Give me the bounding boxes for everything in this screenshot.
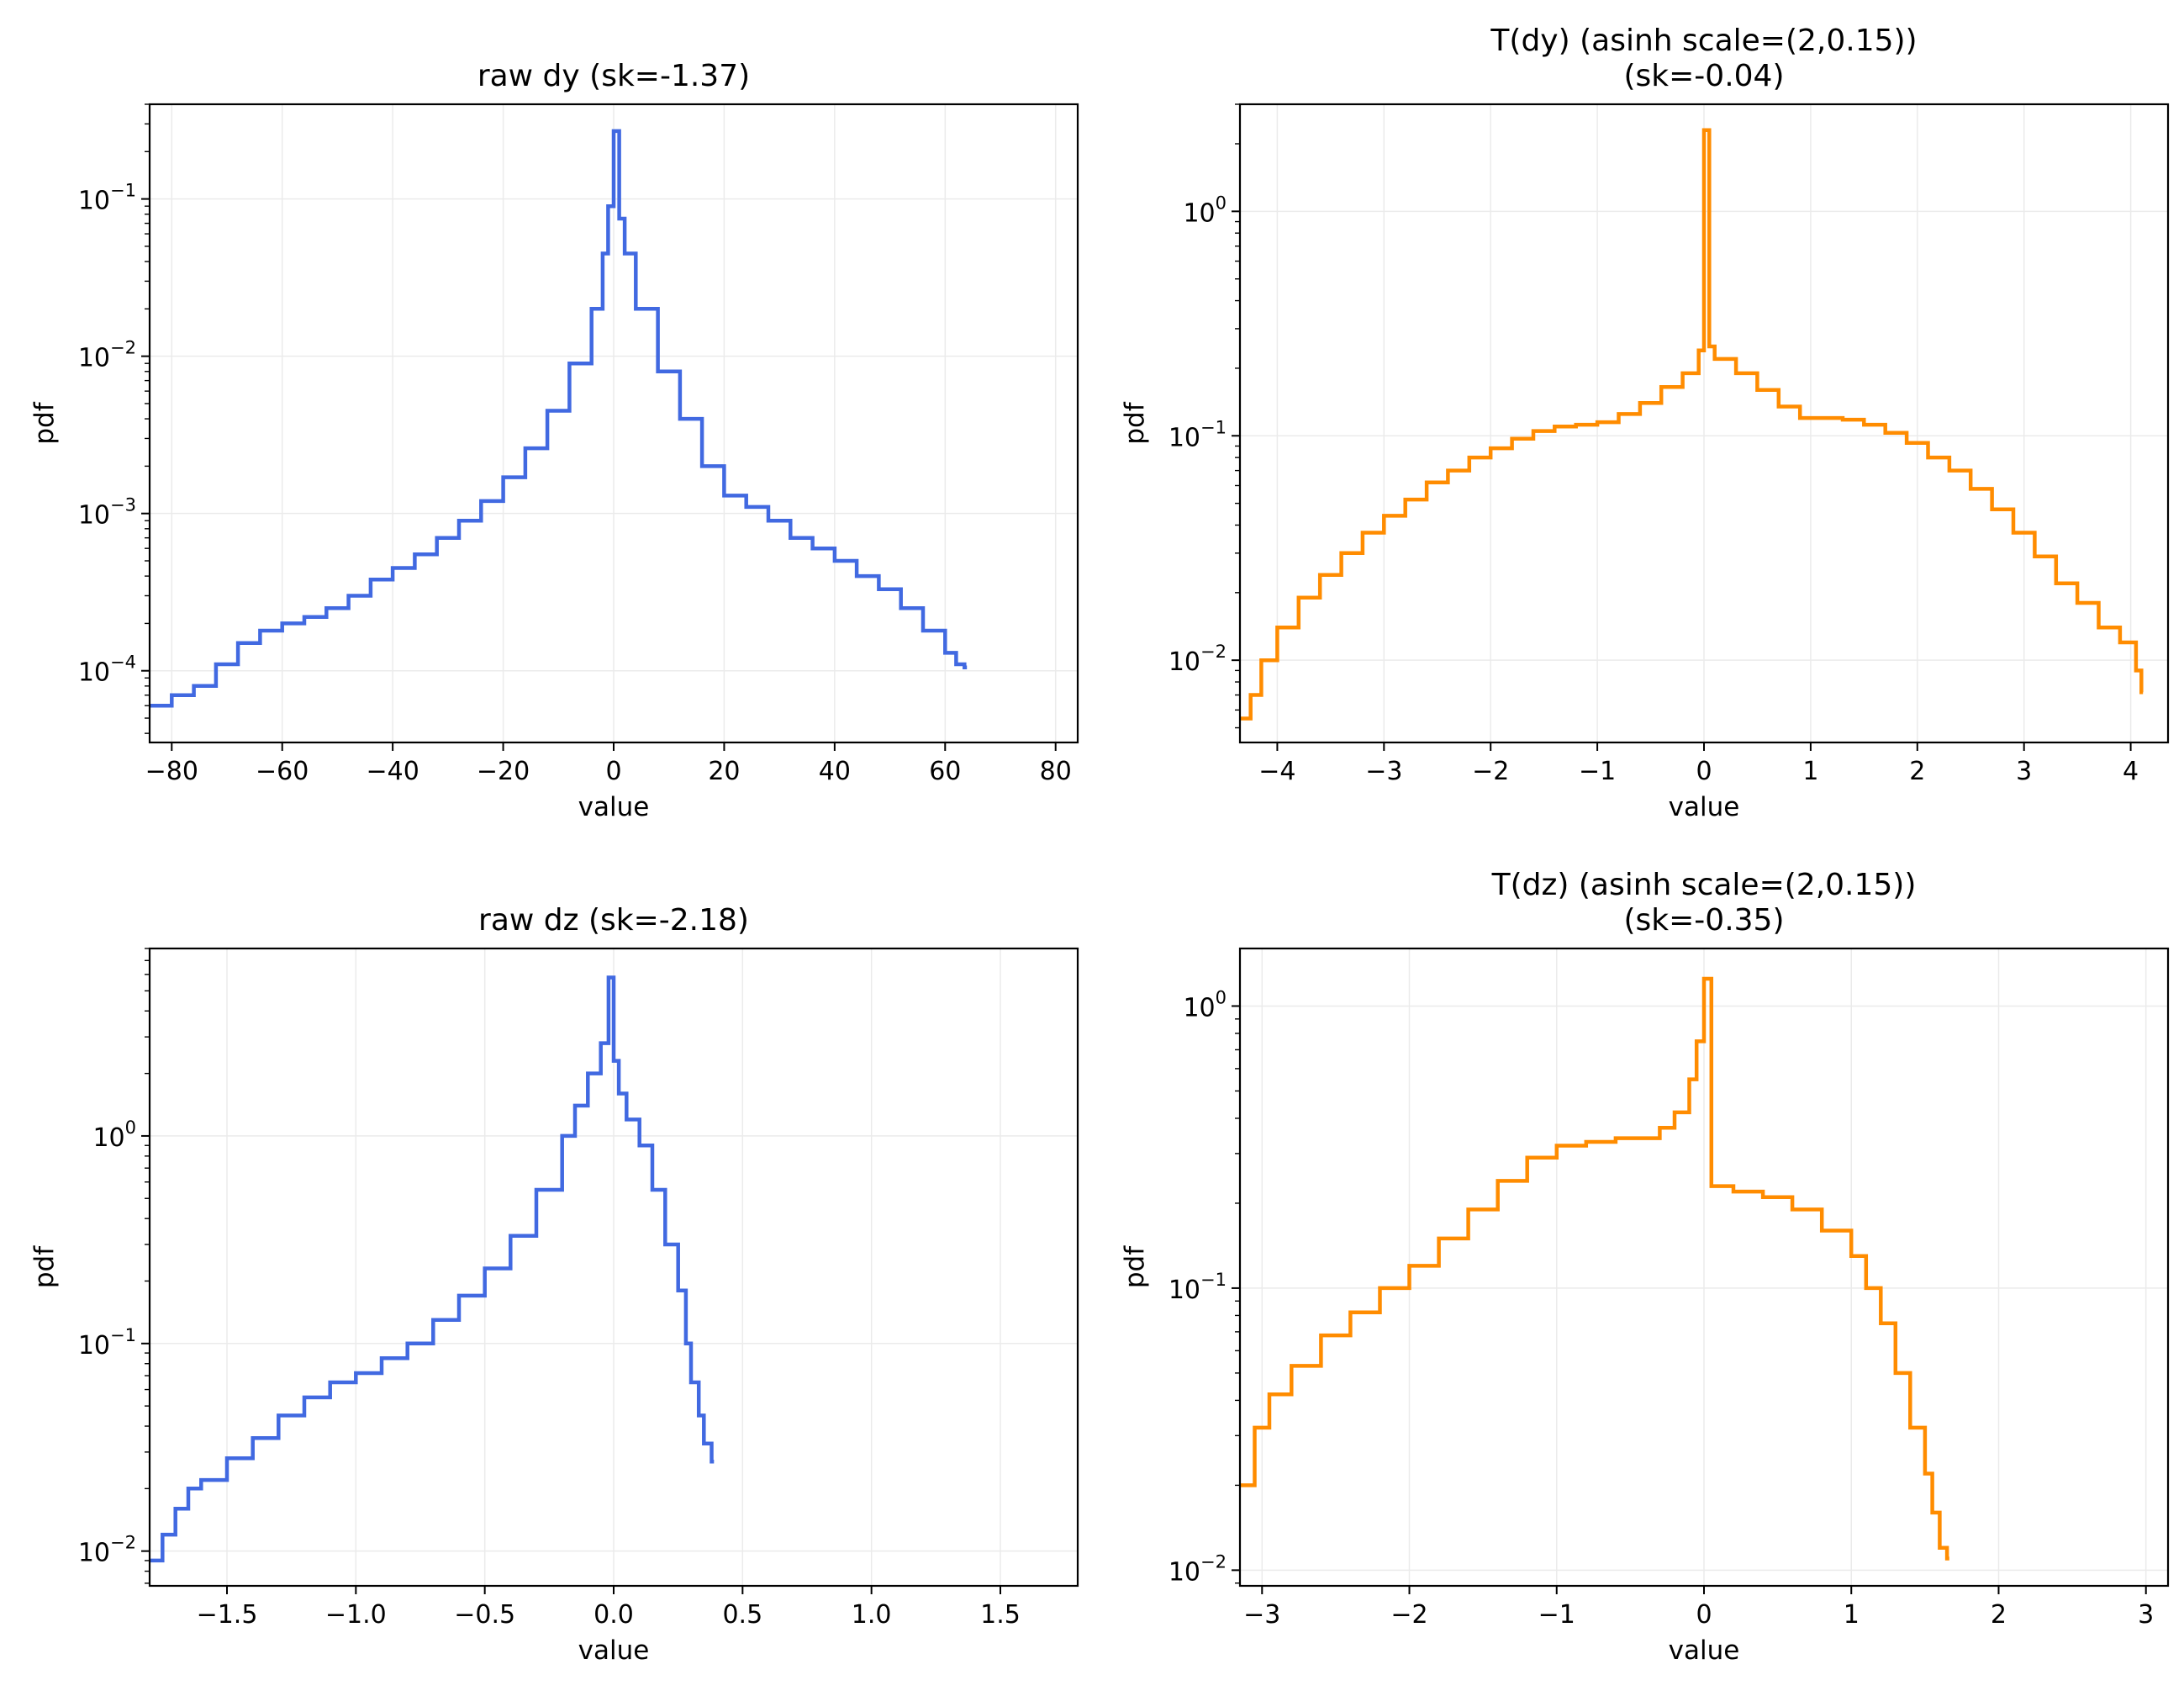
- x-axis-label: value: [578, 792, 650, 822]
- chart-title: T(dz) (asinh scale=(2,0.15)): [1491, 868, 1917, 902]
- x-tick-label: −4: [1258, 757, 1295, 786]
- x-tick-label: 3: [2138, 1600, 2154, 1630]
- histogram-step-line: [150, 129, 968, 708]
- x-tick-label: −1.5: [197, 1600, 258, 1630]
- x-tick-label: 3: [2016, 757, 2032, 786]
- chart-title: raw dz (sk=-2.18): [478, 903, 749, 938]
- chart-title: raw dy (sk=-1.37): [477, 59, 750, 93]
- chart-title: (sk=-0.04): [1623, 59, 1784, 93]
- x-tick-label: 0: [1696, 757, 1712, 786]
- x-tick-label: 0: [605, 757, 621, 786]
- x-tick-label: 1: [1844, 1600, 1860, 1630]
- y-tick-label: 10−4: [78, 653, 136, 688]
- chart-panel-1: −80 −60 −40 −20 0 20 40 60 80 10−4 10−3 10−2 10−1 val…: [29, 59, 1079, 822]
- x-tick-label: 0: [1696, 1600, 1712, 1630]
- x-tick-label: −2: [1472, 757, 1509, 786]
- x-tick-label: 4: [2123, 757, 2139, 786]
- y-tick-label: 100: [92, 1117, 136, 1153]
- x-tick-label: −3: [1243, 1600, 1280, 1630]
- y-tick-label: 100: [1183, 193, 1227, 228]
- x-tick-label: 20: [708, 757, 740, 786]
- y-tick-label: 100: [1183, 987, 1227, 1022]
- x-axis-label: value: [1669, 792, 1740, 822]
- y-axis-label: pdf: [29, 401, 60, 444]
- y-tick-label: 10−1: [78, 1325, 136, 1360]
- x-tick-label: −60: [256, 757, 309, 786]
- x-tick-label: −2: [1390, 1600, 1427, 1630]
- x-tick-label: −80: [145, 757, 198, 786]
- chart-panel-4: −3 −2 −1 0 1 2 3 10−2 10−1 100 value pdf T(dz) (asin…: [1120, 868, 2170, 1666]
- x-tick-label: 1: [1802, 757, 1818, 786]
- y-tick-label: 10−2: [1168, 642, 1227, 677]
- x-axis-label: value: [578, 1635, 650, 1666]
- y-axis-label: pdf: [1120, 1245, 1150, 1288]
- x-tick-label: 1.0: [852, 1600, 892, 1630]
- y-axis-label: pdf: [29, 1245, 60, 1288]
- y-tick-label: 10−1: [78, 181, 136, 216]
- x-tick-label: 40: [819, 757, 851, 786]
- x-tick-label: 60: [929, 757, 961, 786]
- chart-title: (sk=-0.35): [1623, 903, 1784, 938]
- x-tick-label: −20: [477, 757, 530, 786]
- x-tick-label: 2: [1991, 1600, 2007, 1630]
- y-axis-label: pdf: [1120, 401, 1150, 444]
- y-tick-label: 10−2: [1168, 1551, 1227, 1587]
- y-tick-label: 10−1: [1168, 1270, 1227, 1305]
- x-tick-label: 1.5: [980, 1600, 1021, 1630]
- y-tick-label: 10−3: [78, 495, 136, 531]
- histogram-step-line: [150, 975, 715, 1563]
- histogram-step-line: [1240, 128, 2144, 721]
- x-tick-label: 80: [1040, 757, 1072, 786]
- chart-panel-3: −1.5 −1.0 −0.5 0.0 0.5 1.0 1.5 10−2 10−1 100 value…: [29, 903, 1079, 1666]
- x-tick-label: −3: [1365, 757, 1402, 786]
- y-tick-label: 10−1: [1168, 417, 1227, 452]
- x-axis-label: value: [1669, 1635, 1740, 1666]
- x-tick-label: −1: [1579, 757, 1616, 786]
- y-tick-label: 10−2: [78, 338, 136, 373]
- chart-title: T(dy) (asinh scale=(2,0.15)): [1490, 24, 1917, 58]
- x-tick-label: −1: [1538, 1600, 1575, 1630]
- x-tick-label: −40: [366, 757, 419, 786]
- y-tick-label: 10−2: [78, 1533, 136, 1568]
- x-tick-label: −1.0: [325, 1600, 387, 1630]
- x-tick-label: 0.5: [722, 1600, 762, 1630]
- x-tick-label: 0.0: [593, 1600, 634, 1630]
- chart-panel-2: −4 −3 −2 −1 0 1 2 3 4 10−2 10−1 100 value pdf T(dy) (a…: [1120, 24, 2170, 822]
- x-tick-label: −0.5: [454, 1600, 515, 1630]
- histogram-step-line: [1240, 976, 1949, 1561]
- x-tick-label: 2: [1909, 757, 1925, 786]
